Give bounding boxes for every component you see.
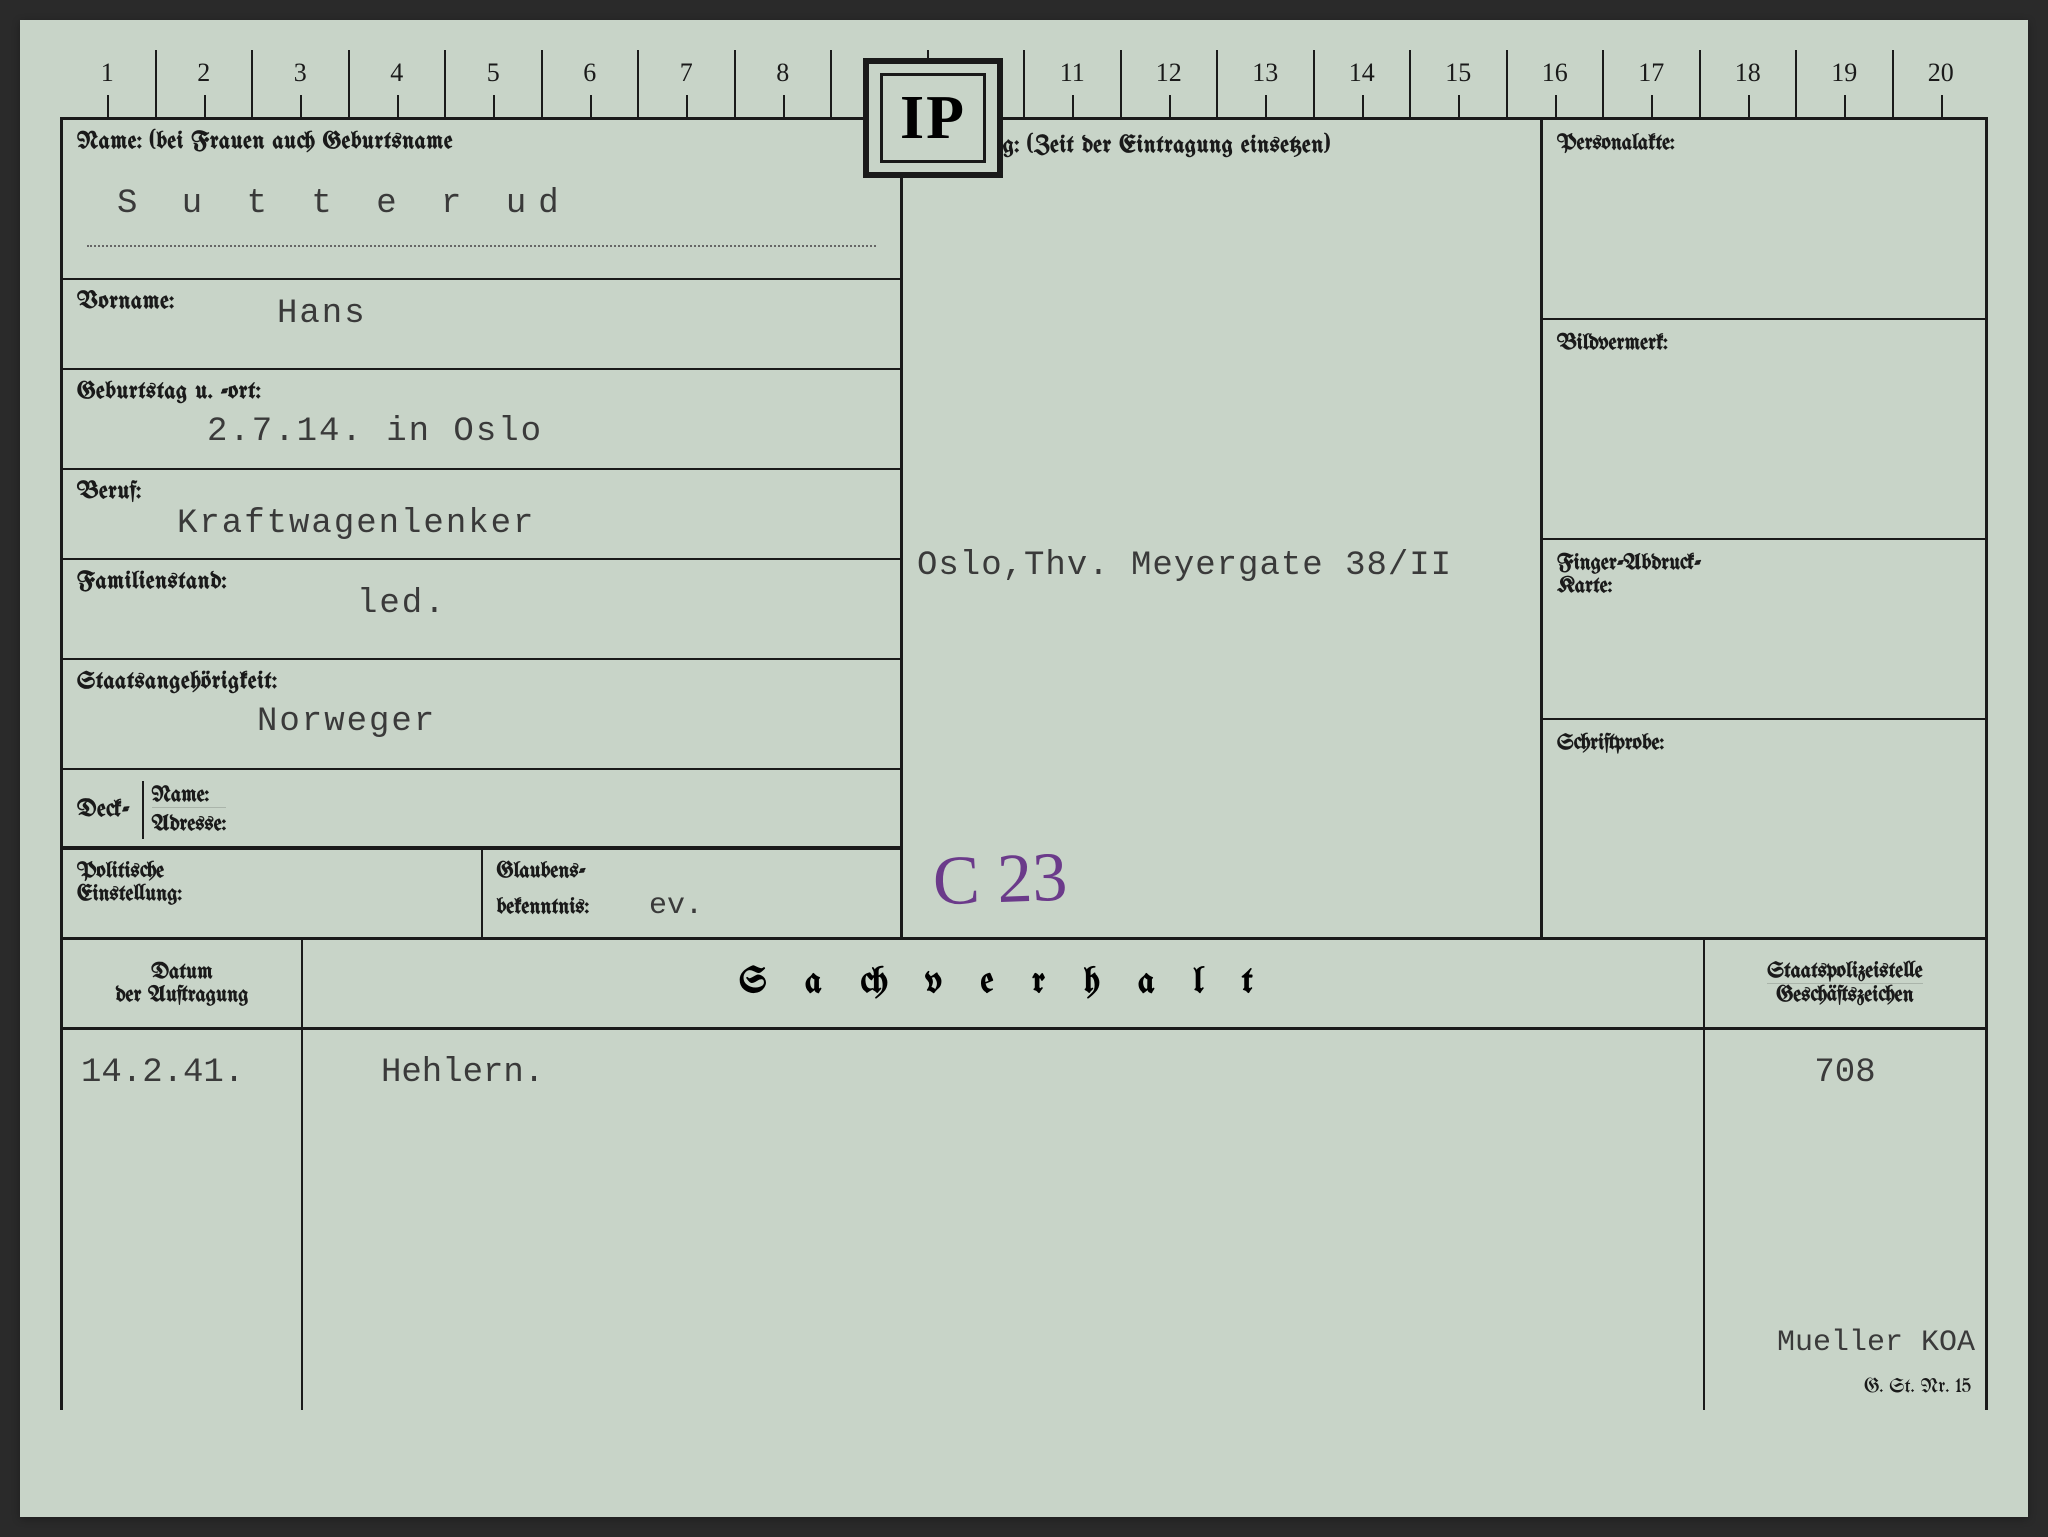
ruler-tick: 17: [1604, 50, 1701, 117]
fingerabdruck-field: Finger-Abdruck- Karte:: [1543, 540, 1985, 720]
personalakte-field: Personalakte:: [1543, 120, 1985, 320]
ruler-tick: 1: [60, 50, 157, 117]
beruf-field: Beruf: Kraftwagenlenker: [63, 470, 900, 560]
wohnung-value: Oslo,Thv. Meyergate 38/II: [917, 547, 1452, 585]
glaub-cell: Glaubens- bekenntnis: ev.: [483, 850, 901, 940]
sachverhalt-value: Hehlern.: [321, 1054, 544, 1092]
polit-label2: Einstellung:: [77, 883, 467, 906]
sachverhalt-body: 14.2.41. Hehlern. 708 Mueller KOA G. St.…: [60, 1030, 1988, 1410]
ruler-tick: 15: [1411, 50, 1508, 117]
datum-label2: der Auftragung: [116, 984, 249, 1007]
staats-label1: Staatspolizeistelle: [1767, 960, 1923, 984]
name-value: S u t t e r ud: [77, 185, 886, 223]
staat-field: Staatsangehörigkeit: Norweger: [63, 660, 900, 770]
right-column: Personalakte: Bildvermerk: Finger-Abdruc…: [1543, 120, 1985, 940]
deck-field: Deck- Name: Adresse:: [63, 770, 900, 848]
polit-cell: Politische Einstellung:: [63, 850, 483, 940]
vorname-value: Hans: [77, 295, 886, 333]
ruler-tick: 20: [1894, 50, 1989, 117]
name-field: Name: (bei Frauen auch Geburtsname S u t…: [63, 120, 900, 280]
sachverhalt-value-cell: Hehlern.: [303, 1030, 1705, 1410]
glaub-label1: Glaubens-: [497, 860, 887, 883]
name-label: Name: (bei Frauen auch Geburtsname: [77, 130, 886, 155]
familien-field: Familienstand: led.: [63, 560, 900, 660]
index-card: 1 2 3 4 5 6 7 8 9 10 11 12 13 14 15 16 1…: [20, 20, 2028, 1517]
schriftprobe-field: Schriftprobe:: [1543, 720, 1985, 940]
staatspolizei-header-cell: Staatspolizeistelle Geschäftszeichen: [1705, 940, 1985, 1027]
ip-stamp-text: IP: [880, 73, 986, 163]
ip-stamp: IP: [863, 58, 1003, 178]
schriftprobe-label: Schriftprobe:: [1557, 732, 1971, 755]
left-column: Name: (bei Frauen auch Geburtsname S u t…: [63, 120, 903, 940]
ruler-tick: 8: [736, 50, 833, 117]
geburt-label: Geburtstag u. -ort:: [77, 380, 886, 405]
sachverhalt-title: S a ch v e r h a l t: [739, 965, 1267, 1002]
ruler-tick: 16: [1508, 50, 1605, 117]
glaub-label2: bekenntnis:: [497, 896, 590, 919]
bildvermerk-label: Bildvermerk:: [1557, 332, 1971, 355]
beruf-label: Beruf:: [77, 480, 886, 505]
datum-value-cell: 14.2.41.: [63, 1030, 303, 1410]
datum-header-cell: Datum der Auftragung: [63, 940, 303, 1027]
deck-adresse-label: Adresse:: [152, 813, 227, 836]
glaub-value: ev.: [609, 889, 703, 923]
ruler-tick: 3: [253, 50, 350, 117]
ruler-tick: 14: [1315, 50, 1412, 117]
wohnung-label: Wohnung: (Zeit der Eintragung einsetzen): [917, 134, 1526, 159]
main-grid: Name: (bei Frauen auch Geburtsname S u t…: [60, 120, 1988, 940]
ruler-tick: 7: [639, 50, 736, 117]
staat-value: Norweger: [77, 703, 886, 741]
sachverhalt-title-cell: S a ch v e r h a l t: [303, 940, 1705, 1027]
fingerabdruck-label1: Finger-Abdruck-: [1557, 552, 1971, 575]
geburt-value: 2.7.14. in Oslo: [77, 413, 886, 451]
footer-reference: G. St. Nr. 15: [1864, 1377, 1971, 1398]
personalakte-label: Personalakte:: [1557, 132, 1971, 155]
signature: Mueller KOA: [1777, 1326, 1975, 1360]
ruler-tick: 13: [1218, 50, 1315, 117]
ruler-tick: 5: [446, 50, 543, 117]
fingerabdruck-label2: Karte:: [1557, 575, 1971, 598]
ruler-tick: 19: [1797, 50, 1894, 117]
ruler-tick: 11: [1025, 50, 1122, 117]
vorname-field: Vorname: Hans: [63, 280, 900, 370]
polit-label1: Politische: [77, 860, 467, 883]
ruler-tick: 12: [1122, 50, 1219, 117]
datum-label1: Datum: [151, 961, 212, 984]
ruler-tick: 6: [543, 50, 640, 117]
staats-label2: Geschäftszeichen: [1776, 984, 1913, 1007]
geburt-field: Geburtstag u. -ort: 2.7.14. in Oslo: [63, 370, 900, 470]
deck-label: Deck-: [77, 798, 130, 823]
sachverhalt-header: Datum der Auftragung S a ch v e r h a l …: [60, 940, 1988, 1030]
beruf-value: Kraftwagenlenker: [77, 505, 886, 543]
ruler-tick: 2: [157, 50, 254, 117]
deck-name-label: Name:: [152, 784, 227, 808]
ruler-scale: 1 2 3 4 5 6 7 8 9 10 11 12 13 14 15 16 1…: [60, 50, 1988, 120]
wohnung-body: Oslo,Thv. Meyergate 38/II C 23: [903, 192, 1540, 940]
staat-label: Staatsangehörigkeit:: [77, 670, 886, 695]
politik-row: Politische Einstellung: Glaubens- bekenn…: [63, 848, 900, 940]
ref-value-cell: 708 Mueller KOA G. St. Nr. 15: [1705, 1030, 1985, 1410]
middle-column: Wohnung: (Zeit der Eintragung einsetzen)…: [903, 120, 1543, 940]
ruler-tick: 4: [350, 50, 447, 117]
ruler-tick: 18: [1701, 50, 1798, 117]
datum-value: 14.2.41.: [81, 1054, 244, 1092]
bildvermerk-field: Bildvermerk:: [1543, 320, 1985, 540]
handwritten-annotation: C 23: [932, 838, 1069, 923]
ref-value: 708: [1814, 1054, 1875, 1092]
